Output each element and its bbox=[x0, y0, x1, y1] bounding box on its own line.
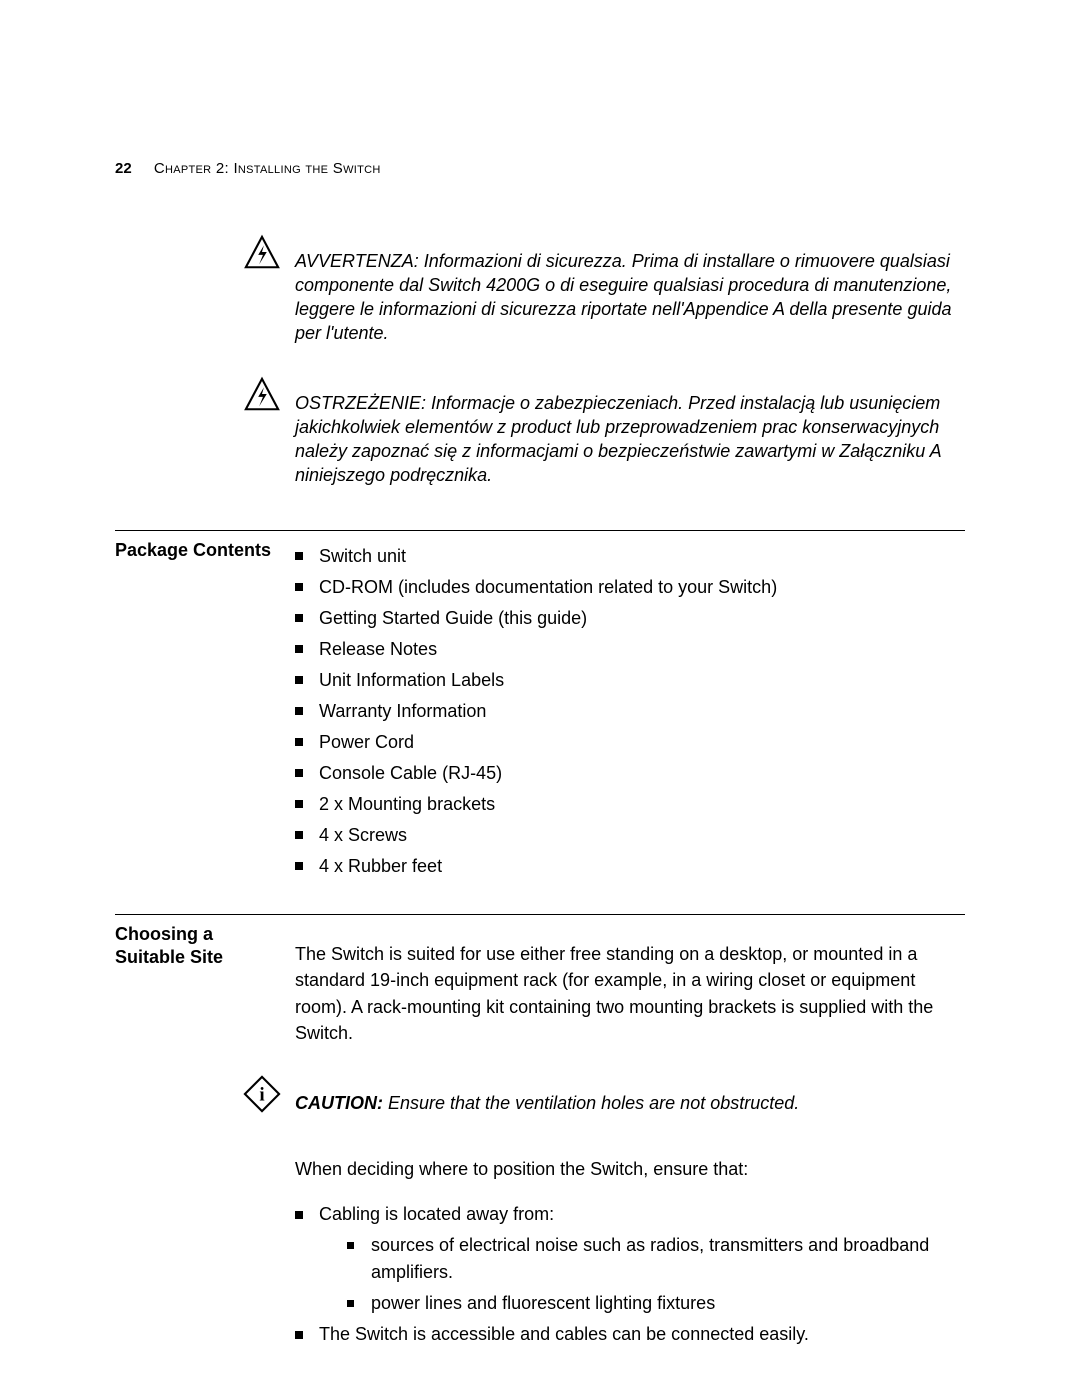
package-contents-section: Package Contents Switch unit CD-ROM (incl… bbox=[115, 539, 965, 884]
svg-text:i: i bbox=[259, 1085, 264, 1106]
document-page: 22 Chapter 2: Installing the Switch AVVE… bbox=[0, 0, 1080, 1397]
list-item: 2 x Mounting brackets bbox=[295, 791, 965, 818]
section-heading: Package Contents bbox=[115, 539, 285, 562]
page-header: 22 Chapter 2: Installing the Switch bbox=[115, 160, 965, 177]
list-item: power lines and fluorescent lighting fix… bbox=[347, 1290, 965, 1317]
caution-block: i CAUTION: Ensure that the ventilation h… bbox=[115, 1075, 965, 1132]
list-item: Switch unit bbox=[295, 543, 965, 570]
list-item: 4 x Screws bbox=[295, 822, 965, 849]
list-item: Power Cord bbox=[295, 729, 965, 756]
list-item: 4 x Rubber feet bbox=[295, 853, 965, 880]
positioning-list: Cabling is located away from:sources of … bbox=[295, 1201, 965, 1348]
list-item: Warranty Information bbox=[295, 698, 965, 725]
warning-text: OSTRZEŻENIE: Informacje o zabezpieczenia… bbox=[295, 392, 965, 488]
list-item: Console Cable (RJ-45) bbox=[295, 760, 965, 787]
section-divider bbox=[115, 530, 965, 531]
warning-block: AVVERTENZA: Informazioni di sicurezza. P… bbox=[115, 232, 965, 364]
list-item: Unit Information Labels bbox=[295, 667, 965, 694]
list-item: CD-ROM (includes documentation related t… bbox=[295, 574, 965, 601]
choosing-site-section: Choosing a Suitable Site The Switch is s… bbox=[115, 923, 965, 1066]
list-item: Release Notes bbox=[295, 636, 965, 663]
section-heading: Choosing a Suitable Site bbox=[115, 923, 285, 970]
section-divider bbox=[115, 914, 965, 915]
page-number: 22 bbox=[115, 160, 132, 177]
chapter-title: Chapter 2: Installing the Switch bbox=[154, 160, 381, 177]
list-item: The Switch is accessible and cables can … bbox=[295, 1321, 965, 1348]
package-list: Switch unit CD-ROM (includes documentatio… bbox=[295, 543, 965, 880]
warning-text: AVVERTENZA: Informazioni di sicurezza. P… bbox=[295, 250, 965, 346]
list-item: Cabling is located away from:sources of … bbox=[295, 1201, 965, 1317]
electrical-warning-icon bbox=[243, 376, 281, 414]
list-item: sources of electrical noise such as radi… bbox=[347, 1232, 965, 1286]
warning-block: OSTRZEŻENIE: Informacje o zabezpieczenia… bbox=[115, 374, 965, 506]
info-caution-icon: i bbox=[243, 1075, 281, 1113]
positioning-block: When deciding where to position the Swit… bbox=[115, 1138, 965, 1352]
electrical-warning-icon bbox=[243, 234, 281, 272]
warnings-section: AVVERTENZA: Informazioni di sicurezza. P… bbox=[115, 232, 965, 506]
caution-text: CAUTION: Ensure that the ventilation hol… bbox=[295, 1093, 799, 1114]
positioning-lead: When deciding where to position the Swit… bbox=[295, 1156, 965, 1183]
list-item: Getting Started Guide (this guide) bbox=[295, 605, 965, 632]
nested-list: sources of electrical noise such as radi… bbox=[347, 1232, 965, 1317]
intro-paragraph: The Switch is suited for use either free… bbox=[295, 941, 965, 1048]
